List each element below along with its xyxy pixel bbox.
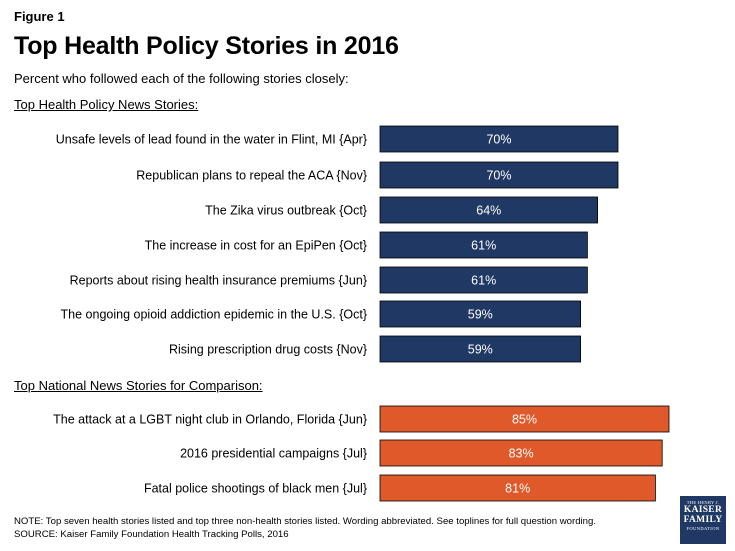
bar-value-label: 64% xyxy=(476,204,501,218)
bar-value-label: 85% xyxy=(512,413,537,427)
category-label: Republican plans to repeal the ACA {Nov} xyxy=(136,169,367,183)
logo-line-4: FOUNDATION xyxy=(686,526,720,531)
category-label: 2016 presidential campaigns {Jul} xyxy=(180,447,367,461)
category-label: The increase in cost for an EpiPen {Oct} xyxy=(145,239,367,253)
bar-national-2 xyxy=(379,439,663,467)
footnote-source: SOURCE: Kaiser Family Foundation Health … xyxy=(14,529,289,540)
logo-line-3: FAMILY xyxy=(683,515,723,525)
section-heading-national: Top National News Stories for Comparison… xyxy=(14,378,263,393)
bar-value-label: 70% xyxy=(486,133,511,147)
bar-value-label: 61% xyxy=(471,239,496,253)
bar-health-1 xyxy=(379,125,619,153)
bar-national-1 xyxy=(379,405,670,433)
logo-line-2: KAISER xyxy=(683,505,723,515)
bar-health-5 xyxy=(379,266,588,294)
category-label: The attack at a LGBT night club in Orlan… xyxy=(53,413,367,427)
chart-title: Top Health Policy Stories in 2016 xyxy=(14,32,399,60)
category-label: The ongoing opioid addiction epidemic in… xyxy=(61,308,367,322)
category-label: Fatal police shootings of black men {Jul… xyxy=(144,482,367,496)
bar-value-label: 59% xyxy=(468,308,493,322)
bar-value-label: 59% xyxy=(468,343,493,357)
category-label: Unsafe levels of lead found in the water… xyxy=(56,133,367,147)
bar-health-7 xyxy=(379,335,582,363)
kff-logo: THE HENRY J. KAISER FAMILY FOUNDATION xyxy=(680,496,726,544)
bar-value-label: 61% xyxy=(471,274,496,288)
category-label: Rising prescription drug costs {Nov} xyxy=(169,343,367,357)
chart-subtitle: Percent who followed each of the followi… xyxy=(14,71,349,86)
bar-value-label: 81% xyxy=(505,482,530,496)
section-heading-health: Top Health Policy News Stories: xyxy=(14,97,199,112)
bar-national-3 xyxy=(379,474,656,502)
category-label: Reports about rising health insurance pr… xyxy=(70,274,367,288)
bar-value-label: 70% xyxy=(486,169,511,183)
bar-value-label: 83% xyxy=(509,447,534,461)
figure-label: Figure 1 xyxy=(14,9,65,24)
footnote-note: NOTE: Top seven health stories listed an… xyxy=(14,516,596,527)
bar-health-3 xyxy=(379,196,599,224)
logo-line-1: THE HENRY J. xyxy=(686,500,720,505)
bar-health-2 xyxy=(379,161,619,189)
bar-health-4 xyxy=(379,231,588,259)
bar-health-6 xyxy=(379,300,582,328)
category-label: The Zika virus outbreak {Oct} xyxy=(205,204,367,218)
